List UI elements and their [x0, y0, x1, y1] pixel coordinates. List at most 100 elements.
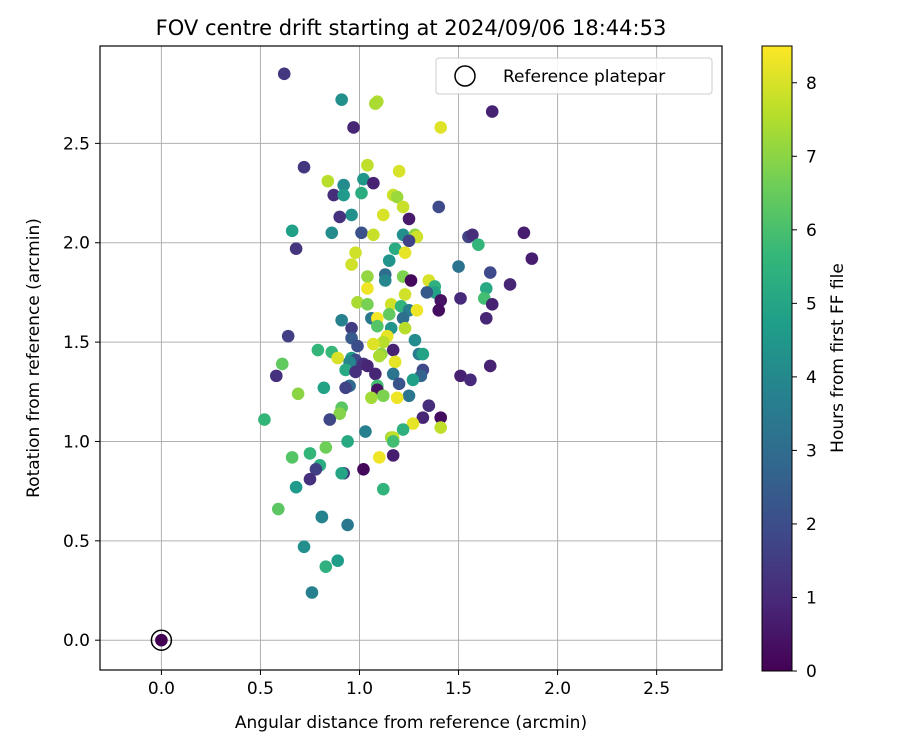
data-point [454, 292, 467, 305]
data-point [305, 586, 319, 599]
data-point [323, 413, 337, 426]
data-point [303, 472, 317, 486]
legend-label: Reference platepar [503, 67, 665, 87]
data-point [285, 451, 299, 464]
data-point [371, 319, 384, 333]
colorbar-tick-label: 2 [806, 515, 817, 535]
data-point [351, 296, 364, 309]
data-point [331, 554, 345, 568]
data-point [311, 343, 325, 357]
x-axis-label: Angular distance from reference (arcmin) [235, 713, 587, 733]
data-point [479, 282, 493, 295]
x-tick-label: 1.5 [445, 679, 472, 699]
data-point [479, 311, 493, 325]
reference-ring [150, 629, 173, 651]
data-point [388, 242, 402, 256]
data-point [390, 391, 404, 405]
plot-frame [99, 45, 723, 671]
data-point [297, 160, 311, 174]
data-point [277, 67, 291, 81]
data-point [525, 252, 539, 265]
x-axis-ticks: 0.0 0.5 1.0 1.5 2.0 2.5 [148, 670, 670, 699]
data-point [333, 210, 346, 224]
data-point [464, 373, 477, 387]
data-point [382, 254, 396, 267]
data-point [388, 355, 402, 369]
data-point [297, 540, 311, 554]
data-point [378, 274, 392, 287]
x-tick-label: 1.0 [346, 679, 373, 699]
colorbar [761, 45, 793, 672]
y-tick-label: 0.0 [63, 631, 90, 651]
data-point [339, 381, 352, 395]
data-point [402, 234, 416, 248]
data-point [432, 200, 446, 214]
grid [100, 46, 722, 670]
data-point [325, 226, 339, 240]
data-point [367, 337, 380, 351]
colorbar-tick-label: 7 [806, 147, 817, 167]
data-point [454, 369, 467, 383]
data-point [319, 441, 333, 454]
data-point [376, 208, 390, 222]
data-point [452, 260, 465, 273]
y-tick-label: 1.5 [63, 333, 90, 353]
data-point [359, 425, 372, 438]
data-point [309, 462, 323, 476]
data-point [361, 282, 374, 295]
data-point [390, 190, 404, 204]
data-point [281, 329, 295, 343]
colorbar-ticks: 0 1 2 3 4 5 6 7 8 [792, 74, 817, 682]
data-point [398, 246, 412, 259]
data-point [351, 339, 364, 353]
y-axis-ticks: 0.0 0.5 1.0 1.5 2.0 2.5 [63, 134, 100, 651]
data-point [333, 407, 346, 420]
data-point [406, 373, 420, 387]
data-point [382, 307, 396, 321]
data-point [503, 278, 517, 291]
data-point [485, 105, 499, 118]
data-point [376, 389, 390, 403]
data-point [341, 518, 354, 532]
data-point [434, 121, 448, 134]
data-point [483, 359, 497, 373]
data-point [258, 413, 271, 426]
data-point [335, 466, 348, 480]
data-point [355, 186, 368, 200]
data-point [269, 369, 283, 383]
data-point [386, 343, 400, 357]
data-point [434, 294, 448, 307]
data-point [386, 367, 400, 381]
data-point [289, 242, 303, 256]
data-point [416, 411, 430, 424]
data-point [404, 274, 418, 287]
data-point [398, 321, 412, 335]
data-point [416, 347, 430, 361]
data-point [289, 480, 303, 494]
colorbar-tick-label: 3 [806, 441, 817, 461]
data-point [331, 351, 345, 365]
legend-marker [454, 65, 476, 87]
data-point [369, 367, 382, 381]
data-point [420, 286, 434, 299]
data-point [275, 357, 289, 371]
colorbar-tick-label: 5 [806, 294, 817, 314]
data-point [396, 311, 410, 325]
data-point [396, 200, 410, 214]
x-tick-label: 0.0 [148, 679, 175, 699]
data-point [483, 266, 497, 279]
data-point [392, 377, 406, 391]
data-point [384, 298, 398, 311]
colorbar-tick-label: 8 [806, 74, 817, 94]
data-point [402, 389, 416, 403]
data-point [315, 510, 329, 524]
y-axis-label: Rotation from reference (arcmin) [24, 218, 44, 498]
data-point [373, 451, 386, 464]
data-point [361, 298, 374, 311]
data-point [335, 313, 348, 327]
data-point [386, 435, 400, 448]
data-point [422, 399, 436, 412]
colorbar-tick-label: 1 [806, 588, 817, 608]
data-point [349, 246, 362, 259]
data-point [327, 188, 341, 202]
